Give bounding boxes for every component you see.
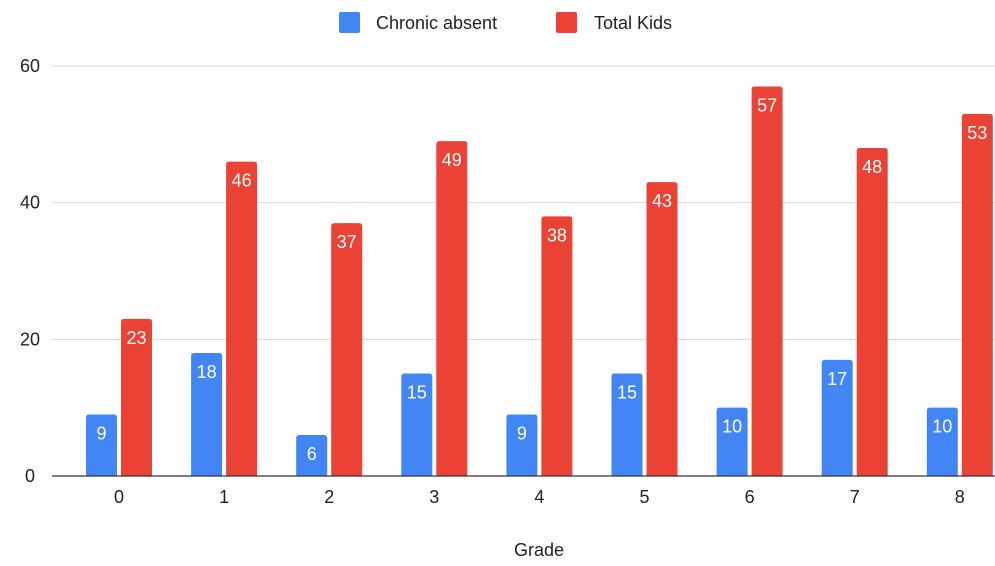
x-tick-label: 8 xyxy=(955,487,965,507)
bar-chronic-absent-grade-0 xyxy=(86,414,117,476)
data-label-chronic-absent-grade-1: 18 xyxy=(197,362,217,382)
legend: Chronic absent Total Kids xyxy=(339,12,672,33)
data-label-total-kids-grade-5: 43 xyxy=(652,191,672,211)
x-tick-label: 2 xyxy=(324,487,334,507)
legend-swatch-chronic-absent xyxy=(339,12,360,33)
data-label-chronic-absent-grade-6: 10 xyxy=(722,417,742,437)
y-tick-label: 20 xyxy=(20,329,40,349)
x-axis-title: Grade xyxy=(514,540,564,560)
bar-total-kids-grade-2 xyxy=(331,223,363,476)
bar-total-kids-grade-4 xyxy=(541,216,573,477)
bar-chronic-absent-grade-8 xyxy=(926,407,958,476)
data-label-total-kids-grade-4: 38 xyxy=(547,225,567,245)
bar-chronic-absent-grade-2 xyxy=(296,435,328,476)
bar-total-kids-grade-1 xyxy=(226,161,258,476)
y-axis-ticks: 0 20 40 60 xyxy=(20,56,40,486)
x-tick-label: 4 xyxy=(534,487,544,507)
bar-total-kids-grade-7 xyxy=(856,148,888,476)
gridlines xyxy=(52,65,995,340)
x-axis-ticks: 0 1 2 3 4 5 6 7 8 xyxy=(114,487,965,507)
legend-label-total-kids: Total Kids xyxy=(594,13,672,33)
bar-chronic-absent-grade-7 xyxy=(821,359,853,476)
data-label-chronic-absent-grade-8: 10 xyxy=(932,417,952,437)
data-label-total-kids-grade-6: 57 xyxy=(757,96,777,116)
data-label-chronic-absent-grade-0: 9 xyxy=(96,424,106,444)
data-label-total-kids-grade-7: 48 xyxy=(862,157,882,177)
data-label-total-kids-grade-1: 46 xyxy=(232,171,252,191)
data-label-chronic-absent-grade-2: 6 xyxy=(307,444,317,464)
data-labels: 9 23 18 46 6 37 15 49 9 38 15 43 10 57 17 48 10 53 xyxy=(96,96,987,465)
data-label-total-kids-grade-0: 23 xyxy=(126,328,146,348)
bars xyxy=(86,86,993,477)
bar-total-kids-grade-5 xyxy=(646,182,678,476)
data-label-chronic-absent-grade-4: 9 xyxy=(517,424,527,444)
x-tick-label: 0 xyxy=(114,487,124,507)
bar-chronic-absent-grade-1 xyxy=(191,353,223,476)
bar-chronic-absent-grade-5 xyxy=(611,373,643,476)
bar-total-kids-grade-3 xyxy=(436,141,468,476)
bar-total-kids-grade-6 xyxy=(751,86,783,476)
x-tick-label: 5 xyxy=(639,487,649,507)
legend-label-chronic-absent: Chronic absent xyxy=(376,13,497,33)
data-label-chronic-absent-grade-7: 17 xyxy=(827,369,847,389)
data-label-chronic-absent-grade-5: 15 xyxy=(617,383,637,403)
y-tick-label: 0 xyxy=(25,466,35,486)
bar-total-kids-grade-0 xyxy=(121,318,152,476)
bar-chronic-absent-grade-4 xyxy=(506,414,538,476)
data-label-total-kids-grade-3: 49 xyxy=(442,150,462,170)
bar-total-kids-grade-8 xyxy=(961,113,993,476)
data-label-total-kids-grade-2: 37 xyxy=(337,232,357,252)
x-tick-label: 7 xyxy=(850,487,860,507)
y-tick-label: 40 xyxy=(20,193,40,213)
y-tick-label: 60 xyxy=(20,56,40,76)
bar-chronic-absent-grade-6 xyxy=(716,407,748,476)
bar-chronic-absent-grade-3 xyxy=(401,373,433,476)
legend-swatch-total-kids xyxy=(556,12,577,33)
data-label-chronic-absent-grade-3: 15 xyxy=(407,383,427,403)
x-tick-label: 6 xyxy=(745,487,755,507)
x-tick-label: 3 xyxy=(429,487,439,507)
data-label-total-kids-grade-8: 53 xyxy=(967,123,987,143)
x-tick-label: 1 xyxy=(219,487,229,507)
